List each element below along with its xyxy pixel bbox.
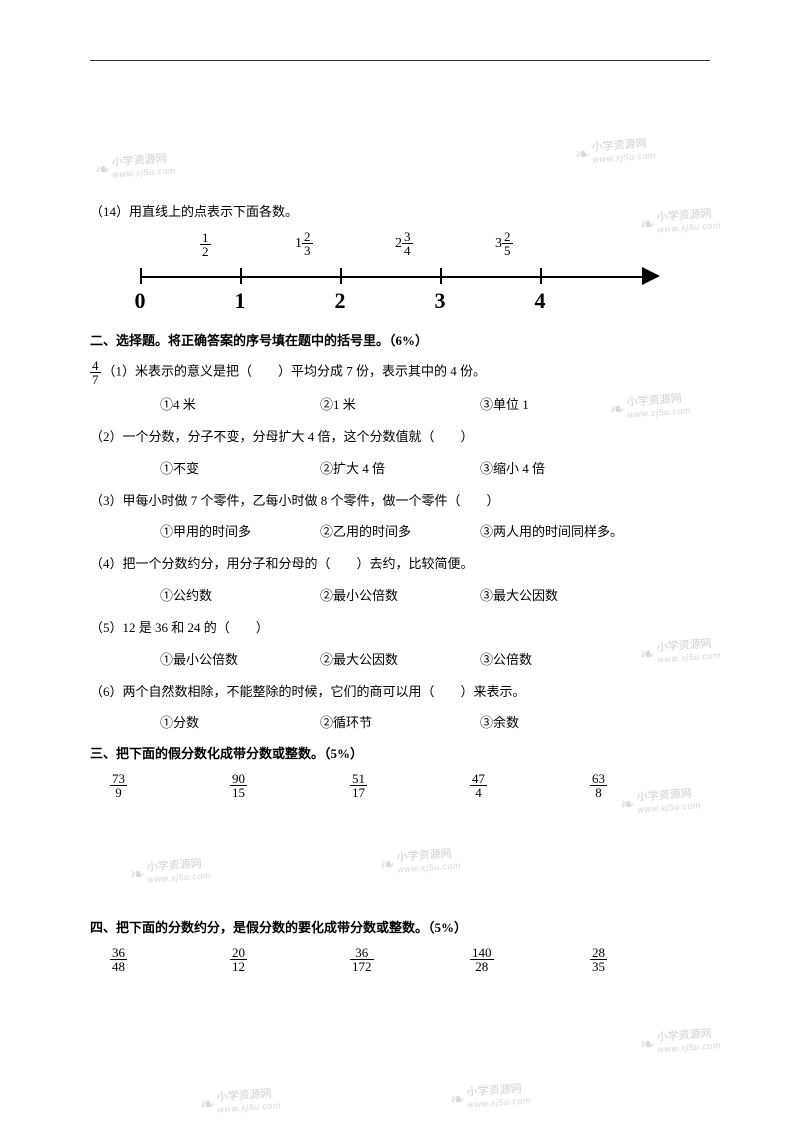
q2-1-opt-1: ①4 米 xyxy=(160,394,320,413)
q2-5-opt-2: ②最大公因数 xyxy=(320,649,480,668)
q2-4-opts: ①公约数 ②最小公倍数 ③最大公因数 xyxy=(160,585,710,604)
tick-num-2: 2 xyxy=(335,288,346,314)
s4-frac-0: 3648 xyxy=(110,946,230,973)
q14-prompt: （14）用直线上的点表示下面各数。 xyxy=(90,201,710,220)
q2-4-opt-1: ①公约数 xyxy=(160,585,320,604)
nl-label-0: 12 xyxy=(200,230,211,258)
question-14: （14）用直线上的点表示下面各数。 12 123 234 325 xyxy=(90,201,710,310)
s4-frac-1: 2012 xyxy=(230,946,350,973)
nl-label-1: 123 xyxy=(295,230,313,257)
q2-3: （3）甲每小时做 7 个零件，乙每小时做 8 个零件，做一个零件（ ） xyxy=(90,489,710,514)
q2-2-opt-1: ①不变 xyxy=(160,458,320,477)
watermark-icon: ❧小学资源网www.xj5u.com xyxy=(449,1082,531,1112)
q2-3-opt-3: ③两人用的时间同样多。 xyxy=(480,521,680,540)
s3-frac-3: 474 xyxy=(470,772,590,799)
q2-1: 47 （1）米表示的意义是把（ ）平均分成 7 份，表示其中的 4 份。 xyxy=(90,359,710,386)
tick-4 xyxy=(540,268,542,284)
q2-3-opts: ①甲用的时间多 ②乙用的时间多 ③两人用的时间同样多。 xyxy=(160,521,710,540)
number-line: 12 123 234 325 0 xyxy=(140,230,660,310)
q2-6-opt-1: ①分数 xyxy=(160,712,320,731)
tick-num-4: 4 xyxy=(535,288,546,314)
s3-frac-4: 638 xyxy=(590,772,710,799)
tick-num-0: 0 xyxy=(135,288,146,314)
q2-5: （5）12 是 36 和 24 的（ ） xyxy=(90,616,710,641)
section-3-fracs: 739 9015 5117 474 638 xyxy=(110,772,710,799)
s3-frac-1: 9015 xyxy=(230,772,350,799)
s4-frac-4: 2835 xyxy=(590,946,710,973)
q2-5-opts: ①最小公倍数 ②最大公因数 ③公倍数 xyxy=(160,649,710,668)
nl-label-2: 234 xyxy=(395,230,413,257)
q2-4-opt-3: ③最大公因数 xyxy=(480,585,640,604)
q2-2-opts: ①不变 ②扩大 4 倍 ③缩小 4 倍 xyxy=(160,458,710,477)
number-line-labels: 12 123 234 325 xyxy=(140,230,660,260)
q2-4: （4）把一个分数约分，用分子和分母的（ ）去约，比较简便。 xyxy=(90,552,710,577)
q2-5-opt-3: ③公倍数 xyxy=(480,649,640,668)
axis-line xyxy=(140,276,650,278)
q2-3-opt-1: ①甲用的时间多 xyxy=(160,521,320,540)
q2-1-text: 米表示的意义是把（ ）平均分成 7 份，表示其中的 4 份。 xyxy=(135,363,486,378)
q2-6: （6）两个自然数相除，不能整除的时候，它们的商可以用（ ）来表示。 xyxy=(90,680,710,705)
page-content: （14）用直线上的点表示下面各数。 12 123 234 325 xyxy=(0,0,800,1033)
s4-frac-2: 36172 xyxy=(350,946,470,973)
q2-2-opt-2: ②扩大 4 倍 xyxy=(320,458,480,477)
q2-1-opt-2: ②1 米 xyxy=(320,394,480,413)
q2-3-opt-2: ②乙用的时间多 xyxy=(320,521,480,540)
spacer xyxy=(90,799,710,909)
s4-frac-3: 14028 xyxy=(470,946,590,973)
section-2-title: 二、选择题。将正确答案的序号填在题中的括号里。（6%） xyxy=(90,330,710,349)
s3-frac-2: 5117 xyxy=(350,772,470,799)
axis-arrow-icon xyxy=(642,267,660,285)
s3-frac-0: 739 xyxy=(110,772,230,799)
tick-3 xyxy=(440,268,442,284)
q2-2: （2）一个分数，分子不变，分母扩大 4 倍，这个分数值就（ ） xyxy=(90,425,710,450)
q2-6-opts: ①分数 ②循环节 ③余数 xyxy=(160,712,710,731)
q2-6-opt-2: ②循环节 xyxy=(320,712,480,731)
section-3-title: 三、把下面的假分数化成带分数或整数。（5%） xyxy=(90,743,710,762)
q2-4-opt-2: ②最小公倍数 xyxy=(320,585,480,604)
q2-2-opt-3: ③缩小 4 倍 xyxy=(480,458,640,477)
tick-num-3: 3 xyxy=(435,288,446,314)
top-rule xyxy=(90,60,710,61)
tick-2 xyxy=(340,268,342,284)
section-4-fracs: 3648 2012 36172 14028 2835 xyxy=(110,946,710,973)
q2-5-opt-1: ①最小公倍数 xyxy=(160,649,320,668)
tick-1 xyxy=(240,268,242,284)
q2-1-opt-3: ③单位 1 xyxy=(480,394,640,413)
number-line-axis: 0 1 2 3 4 xyxy=(140,268,660,308)
tick-0 xyxy=(140,268,142,284)
q2-1-opts: ①4 米 ②1 米 ③单位 1 xyxy=(160,394,710,413)
q2-6-opt-3: ③余数 xyxy=(480,712,640,731)
section-4-title: 四、把下面的分数约分，是假分数的要化成带分数或整数。（5%） xyxy=(90,917,710,936)
tick-num-1: 1 xyxy=(235,288,246,314)
watermark-icon: ❧小学资源网www.xj5u.com xyxy=(199,1087,281,1117)
nl-label-3: 325 xyxy=(495,230,513,257)
